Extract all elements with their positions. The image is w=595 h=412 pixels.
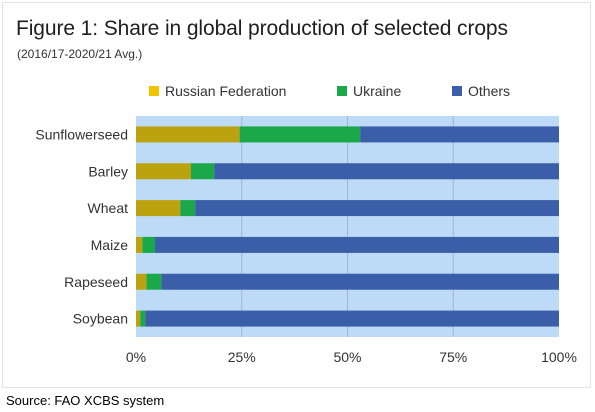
bar-sunflowerseed-russian-federation bbox=[136, 126, 240, 143]
y-category-label-barley: Barley bbox=[88, 163, 128, 179]
legend-label-others: Others bbox=[468, 83, 511, 99]
y-category-label-rapeseed: Rapeseed bbox=[64, 274, 128, 290]
chart-plot: 0% 25% 50% 75% 100% Sunflowerseed Barley Wheat M… bbox=[35, 116, 577, 365]
bar-barley-others bbox=[214, 163, 559, 180]
bar-maize-others bbox=[155, 236, 559, 253]
legend-item-ukraine: Ukraine bbox=[337, 83, 401, 99]
legend-label-russian-federation: Russian Federation bbox=[165, 83, 287, 99]
bar-rapeseed-russian-federation bbox=[136, 273, 147, 290]
bar-wheat-others bbox=[195, 200, 559, 217]
legend-item-russian-federation: Russian Federation bbox=[149, 83, 286, 99]
x-tick-label-0: 0% bbox=[126, 349, 146, 365]
y-category-label-wheat: Wheat bbox=[88, 200, 129, 216]
bar-soybean-russian-federation bbox=[136, 310, 141, 327]
bar-soybean-ukraine bbox=[140, 310, 146, 327]
x-tick-label-100: 100% bbox=[541, 349, 577, 365]
legend-item-others: Others bbox=[452, 83, 510, 99]
bar-sunflowerseed-others bbox=[360, 126, 559, 143]
x-tick-label-75: 75% bbox=[439, 349, 467, 365]
x-tick-label-25: 25% bbox=[228, 349, 256, 365]
legend-swatch-ukraine bbox=[337, 86, 347, 96]
bar-sunflowerseed-ukraine bbox=[239, 126, 361, 143]
bar-wheat-russian-federation bbox=[136, 200, 181, 217]
legend-swatch-others bbox=[452, 86, 462, 96]
source-note: Source: FAO XCBS system bbox=[6, 393, 165, 408]
bar-rapeseed-others bbox=[161, 273, 559, 290]
chart-subtitle: (2016/17-2020/21 Avg.) bbox=[17, 47, 143, 61]
figure-panel: Figure 1: Share in global production of … bbox=[2, 2, 591, 388]
y-category-label-maize: Maize bbox=[91, 237, 129, 253]
chart-title: Figure 1: Share in global production of … bbox=[16, 17, 508, 40]
bar-barley-ukraine bbox=[190, 163, 215, 180]
y-category-label-soybean: Soybean bbox=[73, 311, 128, 327]
bar-soybean-others bbox=[145, 310, 559, 327]
legend-label-ukraine: Ukraine bbox=[353, 83, 402, 99]
bar-rapeseed-ukraine bbox=[146, 273, 162, 290]
bar-maize-russian-federation bbox=[136, 236, 143, 253]
bar-maize-ukraine bbox=[142, 236, 156, 253]
bar-barley-russian-federation bbox=[136, 163, 191, 180]
x-tick-label-50: 50% bbox=[333, 349, 361, 365]
y-category-label-sunflowerseed: Sunflowerseed bbox=[35, 126, 128, 142]
legend-swatch-russian-federation bbox=[149, 86, 159, 96]
bar-wheat-ukraine bbox=[180, 200, 196, 217]
